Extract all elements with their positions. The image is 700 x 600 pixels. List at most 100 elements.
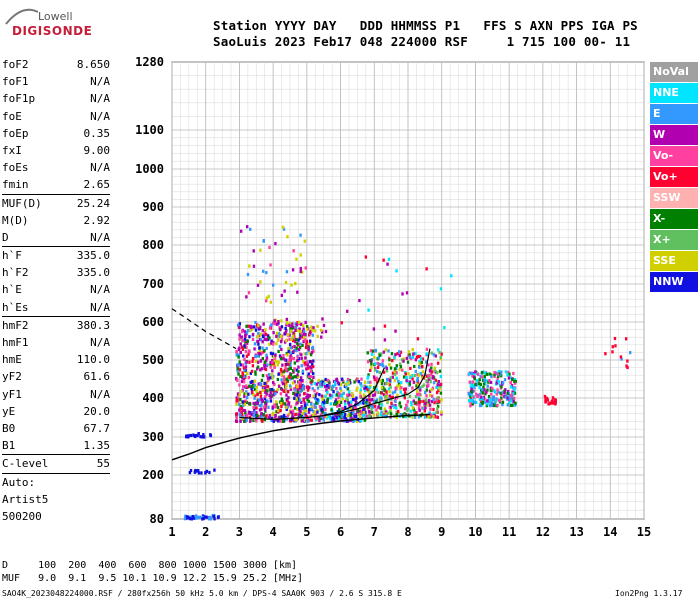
echo-point [273, 382, 276, 387]
echo-point [376, 365, 380, 370]
echo-point [239, 419, 242, 423]
echo-point [440, 398, 443, 402]
echo-point [257, 382, 260, 386]
echo-point [489, 388, 493, 392]
echo-point [298, 393, 301, 397]
echo-point [203, 515, 206, 519]
echo-point [421, 374, 424, 378]
echo-point [507, 370, 510, 375]
echo-point [269, 300, 273, 304]
echo-point [310, 366, 313, 370]
echo-point [264, 328, 267, 332]
param-separator [2, 454, 110, 456]
param-value: N/A [90, 300, 110, 314]
echo-point [378, 379, 382, 383]
echo-point [395, 406, 398, 410]
y-tick-label: 1100 [135, 123, 164, 137]
echo-point [281, 399, 284, 403]
param-value: N/A [90, 283, 110, 297]
echo-point [372, 413, 376, 417]
echo-point [415, 379, 419, 383]
echo-point [389, 405, 393, 409]
echo-point [276, 363, 279, 367]
echo-point [324, 407, 327, 412]
echo-point [407, 350, 411, 354]
param-row: C-level 55 [2, 455, 110, 472]
echo-point [253, 411, 256, 415]
echo-point [490, 403, 493, 408]
echo-point [252, 385, 255, 389]
echo-point [297, 348, 301, 352]
echo-point [422, 399, 425, 403]
echo-point [254, 370, 257, 374]
echo-point [363, 418, 366, 422]
echo-point [486, 399, 489, 403]
echo-point [471, 399, 475, 403]
echo-point [300, 353, 303, 357]
echo-point [490, 375, 493, 379]
echo-point [373, 404, 377, 408]
echo-point [384, 397, 388, 401]
echo-point [298, 332, 302, 336]
echo-point [366, 351, 369, 355]
echo-point [256, 334, 260, 339]
echo-point [331, 385, 334, 389]
x-tick-label: 3 [236, 525, 243, 539]
echo-point [291, 369, 295, 373]
echo-point [544, 400, 547, 404]
echo-point [550, 400, 554, 404]
echo-point [265, 402, 268, 406]
echo-point [286, 405, 290, 409]
echo-point [272, 419, 275, 423]
echo-point [412, 380, 416, 384]
echo-point [268, 413, 271, 418]
echo-point [496, 403, 499, 407]
param-row: hmF2 380.3 [2, 317, 110, 334]
echo-point [371, 397, 374, 402]
echo-point [335, 416, 338, 420]
legend-item: NNE [650, 83, 698, 103]
echo-point [246, 339, 249, 343]
echo-point [411, 415, 414, 419]
echo-point [241, 363, 245, 367]
echo-point [356, 402, 360, 406]
echo-point [278, 344, 282, 349]
echo-point [436, 383, 439, 387]
echo-point [486, 388, 489, 392]
echo-point [348, 378, 352, 383]
echo-point [432, 412, 436, 416]
echo-point [382, 370, 386, 374]
echo-point [236, 366, 239, 371]
echo-point [386, 381, 390, 386]
echo-point [284, 385, 288, 389]
echo-point [190, 517, 193, 521]
echo-point [482, 385, 485, 390]
echo-point [416, 337, 420, 341]
echo-point [316, 410, 319, 414]
param-name: foEs [2, 161, 29, 175]
echo-point [315, 382, 319, 386]
echo-point [352, 406, 355, 410]
param-value: 0.35 [83, 126, 111, 140]
echo-point [300, 405, 303, 409]
echo-point [375, 398, 378, 402]
echo-point [321, 330, 324, 334]
echo-point [481, 388, 484, 392]
echo-point [314, 329, 317, 333]
echo-point [380, 397, 383, 401]
echo-point [316, 415, 319, 419]
echo-point [341, 397, 344, 401]
echo-point [427, 383, 430, 387]
echo-point [243, 330, 247, 334]
param-name: MUF(D) [2, 196, 42, 210]
echo-point [408, 353, 411, 357]
echo-point [282, 375, 286, 379]
param-separator [2, 315, 110, 317]
echo-point [236, 363, 240, 367]
echo-point [309, 414, 312, 418]
echo-point [280, 404, 283, 409]
echo-point [280, 338, 284, 342]
echo-point [405, 291, 409, 295]
echo-point [261, 399, 265, 403]
echo-point [247, 291, 251, 295]
